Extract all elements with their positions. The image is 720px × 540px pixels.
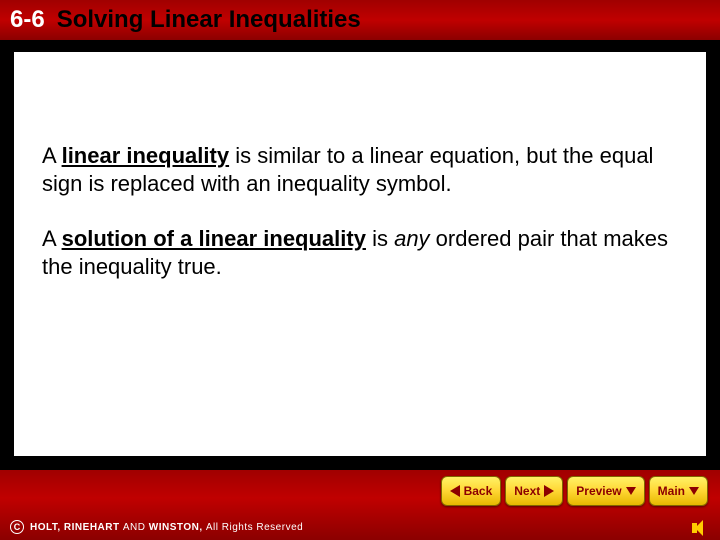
para2-post1: is: [366, 226, 394, 251]
copyright-text: HOLT, RINEHART AND WINSTON, All Rights R…: [30, 522, 303, 533]
main-label: Main: [658, 484, 685, 498]
footer-bar: Back Next Preview Main C HOLT, RINEHART …: [0, 468, 720, 540]
preview-button[interactable]: Preview: [567, 476, 644, 506]
slide: 6-6 Solving Linear Inequalities A linear…: [0, 0, 720, 540]
winston: WINSTON,: [146, 522, 206, 533]
term-linear-inequality: linear inequality: [62, 143, 230, 168]
term-solution: solution of a linear inequality: [62, 226, 366, 251]
sound-icon[interactable]: [692, 520, 710, 536]
arrow-down-icon: [626, 487, 636, 495]
main-button[interactable]: Main: [649, 476, 708, 506]
publisher: HOLT, RINEHART: [30, 522, 123, 533]
back-label: Back: [464, 484, 493, 498]
content-area: A linear inequality is similar to a line…: [12, 50, 708, 458]
nav-button-group: Back Next Preview Main: [441, 476, 708, 506]
arrow-down-icon: [689, 487, 699, 495]
para2-ital: any: [394, 226, 429, 251]
paragraph-1: A linear inequality is similar to a line…: [42, 142, 678, 197]
para1-pre: A: [42, 143, 62, 168]
para2-pre: A: [42, 226, 62, 251]
copyright: C HOLT, RINEHART AND WINSTON, All Rights…: [10, 520, 303, 534]
next-button[interactable]: Next: [505, 476, 563, 506]
section-number: 6-6: [10, 6, 45, 34]
paragraph-2: A solution of a linear inequality is any…: [42, 225, 678, 280]
copyright-icon: C: [10, 520, 24, 534]
and: AND: [123, 522, 146, 533]
header-bar: 6-6 Solving Linear Inequalities: [0, 0, 720, 42]
arrow-right-icon: [544, 485, 554, 497]
preview-label: Preview: [576, 484, 621, 498]
rights: All Rights Reserved: [206, 522, 303, 533]
next-label: Next: [514, 484, 540, 498]
speaker-cone: [695, 520, 703, 536]
back-button[interactable]: Back: [441, 476, 502, 506]
arrow-left-icon: [450, 485, 460, 497]
section-title: Solving Linear Inequalities: [57, 6, 361, 34]
